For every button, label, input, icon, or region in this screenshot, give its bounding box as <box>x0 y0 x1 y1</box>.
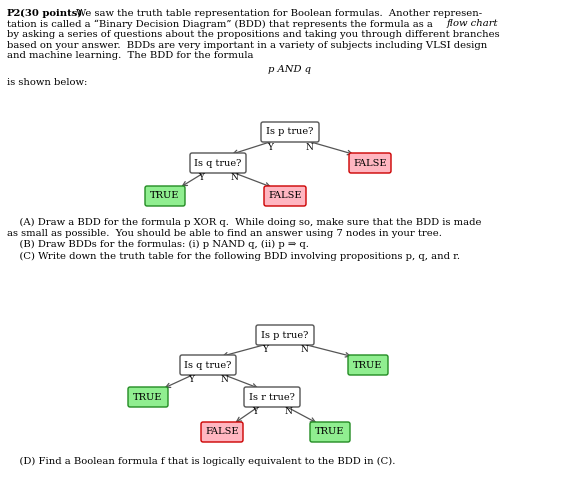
FancyBboxPatch shape <box>201 422 243 442</box>
Text: Y: Y <box>188 375 194 385</box>
Text: Y: Y <box>267 143 274 151</box>
Text: Is q true?: Is q true? <box>184 361 232 370</box>
Text: based on your answer.  BDDs are very important in a variety of subjects includin: based on your answer. BDDs are very impo… <box>7 40 487 50</box>
Text: tation is called a “Binary Decision Diagram” (BDD) that represents the formula a: tation is called a “Binary Decision Diag… <box>7 19 436 29</box>
Text: flow chart: flow chart <box>447 19 498 28</box>
Text: P2.: P2. <box>7 9 25 18</box>
FancyBboxPatch shape <box>128 387 168 407</box>
Text: by asking a series of questions about the propositions and taking you through di: by asking a series of questions about th… <box>7 30 500 39</box>
FancyBboxPatch shape <box>180 355 236 375</box>
Text: Y: Y <box>263 346 268 354</box>
Text: Is q true?: Is q true? <box>194 159 242 168</box>
FancyBboxPatch shape <box>349 153 391 173</box>
Text: TRUE: TRUE <box>353 361 383 370</box>
Text: Is p true?: Is p true? <box>266 128 314 136</box>
Text: Y: Y <box>198 174 204 183</box>
Text: is shown below:: is shown below: <box>7 78 87 87</box>
Text: FALSE: FALSE <box>268 191 302 201</box>
Text: p AND q: p AND q <box>268 65 311 73</box>
Text: (B) Draw BDDs for the formulas: (i) p NAND q, (ii) p ⇒ q.: (B) Draw BDDs for the formulas: (i) p NA… <box>7 240 309 249</box>
FancyBboxPatch shape <box>190 153 246 173</box>
FancyBboxPatch shape <box>145 186 185 206</box>
Text: FALSE: FALSE <box>353 159 387 168</box>
FancyBboxPatch shape <box>348 355 388 375</box>
Text: TRUE: TRUE <box>133 392 163 402</box>
Text: N: N <box>306 143 314 151</box>
Text: (D) Find a Boolean formula f that is logically equivalent to the BDD in (C).: (D) Find a Boolean formula f that is log… <box>7 457 396 466</box>
FancyBboxPatch shape <box>310 422 350 442</box>
Text: We saw the truth table representation for Boolean formulas.  Another represen-: We saw the truth table representation fo… <box>76 9 482 18</box>
Text: Is r true?: Is r true? <box>249 392 295 402</box>
Text: Y: Y <box>252 407 258 416</box>
Text: TRUE: TRUE <box>150 191 180 201</box>
FancyBboxPatch shape <box>244 387 300 407</box>
FancyBboxPatch shape <box>261 122 319 142</box>
FancyBboxPatch shape <box>256 325 314 345</box>
Text: N: N <box>285 407 293 416</box>
Text: and machine learning.  The BDD for the formula: and machine learning. The BDD for the fo… <box>7 51 253 60</box>
Text: N: N <box>300 346 309 354</box>
Text: Is p true?: Is p true? <box>261 331 309 339</box>
Text: N: N <box>231 174 239 183</box>
Text: (C) Write down the truth table for the following BDD involving propositions p, q: (C) Write down the truth table for the f… <box>7 252 460 261</box>
Text: as small as possible.  You should be able to find an answer using 7 nodes in you: as small as possible. You should be able… <box>7 228 442 238</box>
Text: (30 points): (30 points) <box>20 9 83 18</box>
Text: FALSE: FALSE <box>205 428 239 437</box>
FancyBboxPatch shape <box>264 186 306 206</box>
Text: (A) Draw a BDD for the formula p XOR q.  While doing so, make sure that the BDD : (A) Draw a BDD for the formula p XOR q. … <box>7 218 482 227</box>
Text: TRUE: TRUE <box>315 428 345 437</box>
Text: N: N <box>221 375 229 385</box>
